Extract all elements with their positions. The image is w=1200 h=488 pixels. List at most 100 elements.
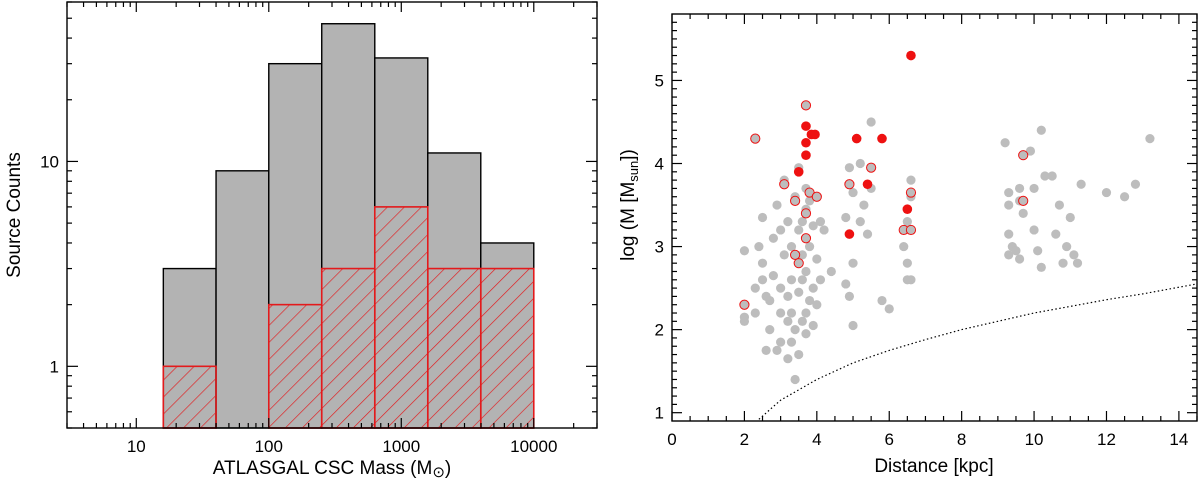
grey-point <box>801 329 811 339</box>
x-tick-label: 12 <box>1097 430 1116 449</box>
grey-point <box>902 258 912 268</box>
grey-point <box>754 241 764 252</box>
ringed-point <box>790 195 801 206</box>
x-tick-label: 100 <box>255 437 283 456</box>
grey-point <box>841 279 851 289</box>
scatter-ringed-points <box>739 100 1029 310</box>
grey-point <box>776 308 786 318</box>
grey-point <box>1029 225 1039 235</box>
sun-symbol: ⊙ <box>432 464 445 481</box>
histogram-x-axis-label: ATLASGAL CSC Mass (M⊙) <box>213 458 452 481</box>
grey-point <box>1014 183 1025 194</box>
grey-point <box>790 374 800 385</box>
histogram-chart: 10 100 1000 10000 1 10 ATLASGAL CSC Mass (M⊙… <box>4 1 598 481</box>
red-point <box>902 204 913 214</box>
grey-point <box>1004 200 1014 210</box>
grey-point <box>765 325 775 335</box>
grey-point <box>848 320 858 331</box>
grey-point <box>848 258 858 268</box>
grey-point <box>1040 171 1050 181</box>
grey-point <box>862 229 873 239</box>
grey-point <box>1119 192 1130 202</box>
x-tick-label: 10 <box>1025 430 1044 449</box>
grey-point <box>812 300 822 310</box>
grey-point <box>815 217 826 227</box>
y-tick-label: 2 <box>655 321 664 340</box>
grey-point <box>772 200 782 210</box>
grey-point <box>786 241 797 252</box>
grey-point <box>877 295 887 306</box>
grey-point <box>776 225 786 235</box>
grey-point <box>768 271 778 281</box>
ringed-point <box>800 208 812 219</box>
grey-point <box>1033 246 1043 256</box>
histogram-y-axis-label: Source Counts <box>4 152 25 278</box>
grey-point <box>790 325 800 335</box>
grey-point <box>1058 258 1068 268</box>
grey-point <box>848 187 858 198</box>
scatter-x-axis-label: Distance [kpc] <box>874 456 993 477</box>
grey-point <box>841 212 851 223</box>
ringed-point <box>800 100 812 111</box>
red-hatched-bar <box>320 267 376 429</box>
red-hatched-bar <box>479 267 535 429</box>
grey-point <box>794 287 804 297</box>
grey-point <box>1065 212 1075 223</box>
red-point <box>877 133 887 144</box>
grey-point <box>1054 200 1065 210</box>
ringed-point <box>811 191 822 202</box>
grey-point <box>1076 179 1086 189</box>
grey-point <box>902 217 912 227</box>
red-point <box>844 229 855 239</box>
grey-point <box>899 241 909 252</box>
x-tick-label: 2 <box>740 430 749 449</box>
grey-point <box>804 295 815 306</box>
ringed-point <box>1018 195 1029 206</box>
grey-point <box>1051 229 1061 239</box>
grey-point <box>1004 250 1014 260</box>
y-tick-label: 3 <box>655 238 664 257</box>
grey-point <box>786 337 797 347</box>
grey-point <box>844 163 855 173</box>
grey-point <box>866 117 876 127</box>
x-tick-label: 8 <box>957 430 966 449</box>
x-tick-label: 4 <box>812 430 821 449</box>
grey-point <box>801 266 811 277</box>
ringed-point <box>844 179 855 190</box>
grey-point <box>797 250 807 260</box>
red-hatched-bar <box>267 303 323 429</box>
red-hatched-bar <box>426 267 482 429</box>
red-point <box>801 150 811 161</box>
y-tick-label: 4 <box>655 155 664 174</box>
red-point <box>851 133 862 144</box>
detection-limit-curve <box>758 283 1198 420</box>
grey-point <box>768 233 778 243</box>
grey-point <box>1004 229 1014 239</box>
grey-point <box>779 250 789 260</box>
red-hatched-bar <box>373 206 429 429</box>
grey-point <box>1047 171 1057 181</box>
x-tick-label: 10 <box>127 437 146 456</box>
ringed-point <box>790 249 801 260</box>
grey-point <box>826 266 836 277</box>
grey-point <box>808 283 818 293</box>
histogram-y-ticks: 1 10 <box>40 1 597 429</box>
ringed-point <box>1018 150 1029 161</box>
grey-point <box>757 258 768 268</box>
grey-point <box>855 217 865 227</box>
grey-point <box>815 275 826 285</box>
red-point <box>906 50 916 61</box>
ringed-point <box>750 133 761 144</box>
grey-point <box>772 345 782 355</box>
grey-point <box>1004 187 1014 198</box>
grey-point <box>739 246 750 256</box>
grey-point <box>783 291 793 302</box>
grey-point <box>804 241 815 252</box>
grey-point <box>1062 241 1072 252</box>
x-tick-label: 14 <box>1169 430 1188 449</box>
scatter-y-ticks: 1 2 3 4 5 <box>655 21 1197 423</box>
grey-point <box>855 158 865 169</box>
scatter-y-axis-label: log (M [Msun]) <box>618 149 641 261</box>
